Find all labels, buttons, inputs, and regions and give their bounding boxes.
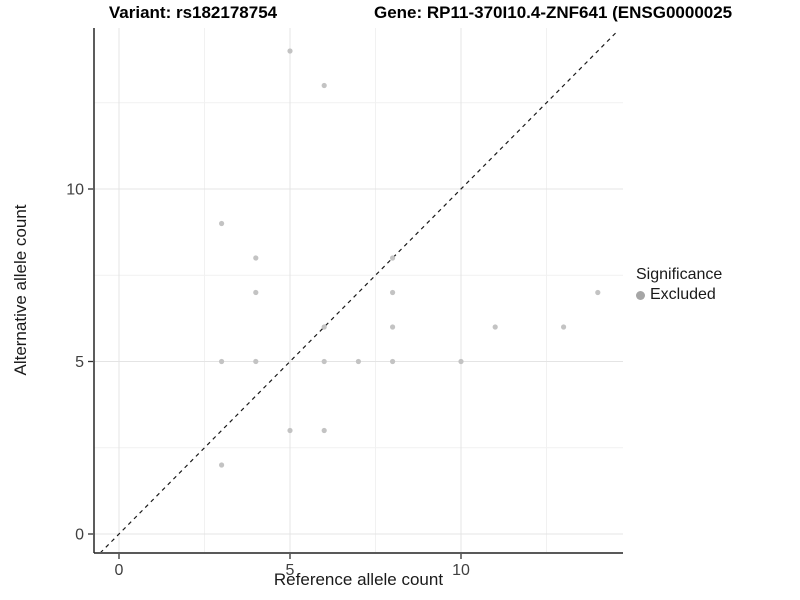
data-point [321, 82, 327, 89]
identity-line [99, 29, 619, 554]
y-tick-label: 10 [66, 182, 84, 199]
data-point [458, 358, 464, 365]
data-point [390, 358, 396, 365]
data-point [390, 324, 396, 330]
x-tick-label: 10 [452, 562, 470, 579]
y-tick-label: 0 [75, 527, 84, 544]
data-point [492, 324, 498, 330]
excluded-point-icon [636, 290, 645, 300]
legend: Significance Excluded [636, 266, 722, 304]
data-point [253, 358, 259, 365]
data-point [287, 48, 293, 54]
data-point [595, 289, 601, 296]
legend-item-label: Excluded [650, 286, 716, 303]
legend-item-excluded: Excluded [636, 286, 722, 304]
y-axis-title: Alternative allele count [11, 204, 30, 376]
data-point [355, 358, 361, 365]
x-tick-label: 5 [286, 562, 295, 579]
data-point [219, 220, 225, 227]
legend-title: Significance [636, 266, 723, 283]
data-point [321, 324, 327, 330]
y-tick-label: 5 [75, 354, 84, 371]
x-tick-label: 0 [115, 562, 124, 579]
data-point [390, 255, 396, 261]
data-point [219, 462, 225, 468]
data-point [287, 427, 293, 434]
data-point [253, 289, 259, 296]
data-point [390, 289, 396, 296]
data-point [321, 427, 327, 434]
gene-title: Gene: RP11-370I10.4-ZNF641 (ENSG0000025 [374, 3, 733, 22]
data-point [253, 255, 259, 261]
variant-title: Variant: rs182178754 [108, 3, 278, 22]
x-axis-title: Reference allele count [273, 570, 444, 589]
data-point [219, 358, 225, 365]
data-point [321, 358, 327, 365]
data-point [561, 324, 567, 330]
